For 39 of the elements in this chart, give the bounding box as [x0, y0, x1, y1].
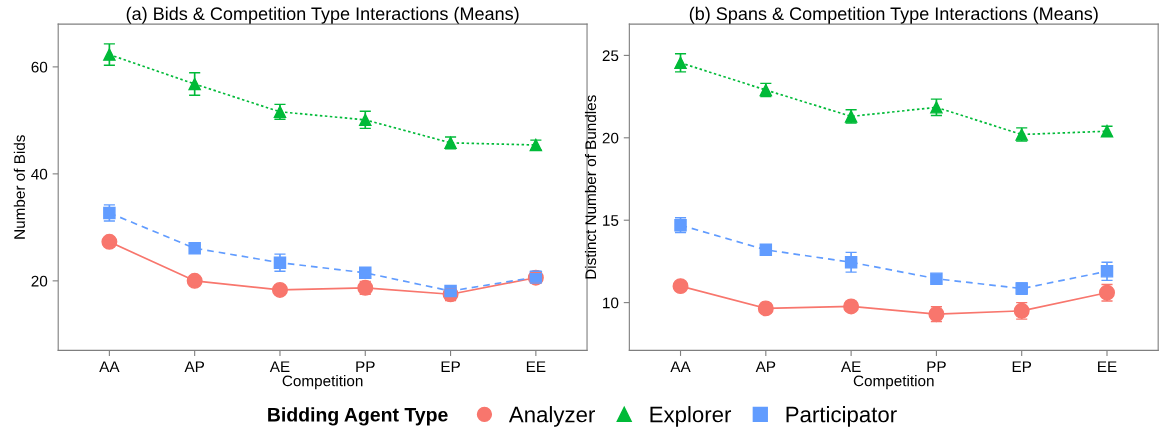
point — [103, 48, 116, 61]
x-tick-label: AE — [269, 361, 290, 372]
y-tick-label: 25 — [602, 50, 619, 62]
x-tick-label: EE — [526, 361, 546, 372]
y-tick-label: 15 — [603, 215, 619, 226]
y-axis-title: Number of Bids — [13, 135, 25, 239]
point — [273, 256, 287, 269]
x-tick-label: AA — [99, 361, 120, 372]
x-tick-label: AP — [184, 361, 205, 372]
x-tick-label: EE — [1098, 361, 1117, 372]
x-tick-label: AE — [840, 361, 861, 372]
point — [271, 281, 288, 298]
point — [757, 300, 774, 317]
y-tick-label: 40 — [31, 168, 48, 180]
legend-title: Bidding Agent Type — [268, 407, 448, 426]
point — [844, 255, 858, 269]
point — [188, 77, 201, 91]
y-tick-label: 60 — [31, 61, 48, 73]
point — [930, 272, 943, 285]
legend-label: Analyzer — [508, 406, 595, 427]
x-tick-label: PP — [356, 361, 375, 372]
x-tick-label: EP — [1012, 361, 1032, 372]
point — [674, 56, 687, 70]
legend-label: Explorer — [650, 406, 732, 427]
x-tick-label: EP — [441, 361, 460, 372]
y-tick-label: 20 — [31, 275, 48, 287]
x-axis-title: Competition — [282, 375, 363, 390]
point — [1100, 265, 1114, 278]
chart-title: (b) Spans & Competition Type Interactions (Means) — [689, 6, 1098, 24]
x-tick-label: AP — [755, 361, 776, 372]
x-tick-label: AA — [670, 361, 691, 372]
point — [843, 298, 860, 315]
legend-label: Participator — [786, 406, 897, 427]
y-axis-title: Distinct Number of Bundles — [584, 95, 597, 279]
y-tick-label: 10 — [603, 297, 619, 309]
y-tick-label: 20 — [602, 132, 619, 144]
x-axis-title: Competition — [853, 375, 934, 390]
chart-title: (a) Bids & Competition Type Interactions (Means) — [126, 6, 519, 24]
x-tick-label: PP — [927, 361, 946, 372]
